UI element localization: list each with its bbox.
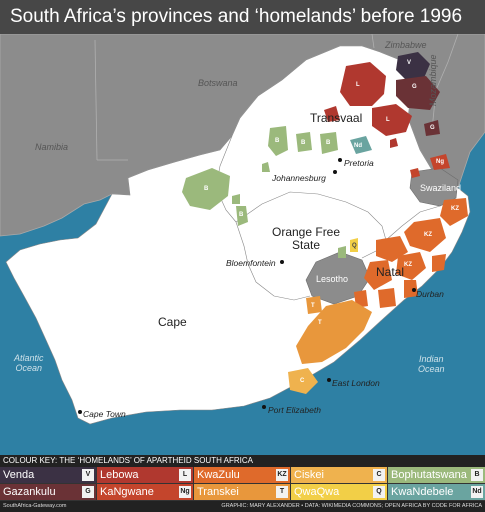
- label-port-elizabeth: Port Elizabeth: [268, 405, 321, 415]
- key-name: QwaQwa: [294, 486, 340, 498]
- map-code-kwazulu-3: KZ: [404, 262, 412, 268]
- label-atlantic-ocean: Atlantic Ocean: [14, 353, 44, 373]
- label-east-london: East London: [332, 378, 380, 388]
- key-item-kangwane: KaNgwane Ng: [97, 484, 193, 500]
- map-code-bophuthatswana-4: B: [326, 140, 331, 146]
- label-transvaal: Transvaal: [310, 111, 363, 125]
- label-namibia: Namibia: [35, 142, 69, 152]
- key-item-kwandebele: KwaNdebele Nd: [388, 484, 485, 500]
- venda-area: [396, 52, 430, 80]
- map-code-lebowa-2: L: [386, 117, 390, 123]
- johannesburg-dot: [333, 170, 337, 174]
- key-code: KZ: [276, 469, 288, 481]
- kwazulu-areas: [354, 198, 468, 308]
- gazankulu-areas: [396, 76, 440, 136]
- map-code-bophuthatswana-5: B: [239, 212, 244, 218]
- label-johannesburg: Johannesburg: [272, 173, 326, 183]
- map-code-ciskei: C: [300, 378, 305, 384]
- qwaqwa-area: [350, 238, 358, 252]
- key-item-lebowa: Lebowa L: [97, 467, 193, 483]
- bophuthatswana-areas: [182, 126, 346, 258]
- key-code: V: [82, 469, 94, 481]
- map-code-kwazulu-2: KZ: [424, 232, 432, 238]
- map-code-qwaqwa: Q: [352, 243, 357, 249]
- key-item-kwazulu: KwaZulu KZ: [194, 467, 290, 483]
- footer-site: SouthAfrica-Gateway.com: [3, 503, 67, 509]
- key-item-venda: Venda V: [0, 467, 96, 483]
- key-code: Nd: [471, 486, 483, 498]
- map-code-bophuthatswana-2: B: [275, 138, 280, 144]
- key-name: KwaZulu: [197, 469, 240, 481]
- key-name: Bophutatswana: [391, 469, 467, 481]
- ciskei-area: [288, 368, 318, 394]
- kwandebele-area: [350, 136, 372, 154]
- map-code-kangwane: Ng: [436, 159, 444, 165]
- bloemfontein-dot: [280, 260, 284, 264]
- key-item-gazankulu: Gazankulu G: [0, 484, 96, 500]
- map: [0, 33, 485, 425]
- label-bloemfontein: Bloemfontein: [226, 258, 276, 268]
- label-cape: Cape: [158, 315, 187, 329]
- key-name: Transkei: [197, 486, 239, 498]
- key-code: C: [373, 469, 385, 481]
- key-name: KaNgwane: [100, 486, 154, 498]
- map-code-kwazulu-1: KZ: [451, 206, 459, 212]
- label-botswana: Botswana: [198, 78, 238, 88]
- label-pretoria: Pretoria: [344, 158, 374, 168]
- label-natal: Natal: [376, 265, 405, 279]
- key-code: Q: [373, 486, 385, 498]
- footer: SouthAfrica-Gateway.com GRAPHIC: MARY AL…: [0, 501, 485, 512]
- key-code: T: [276, 486, 288, 498]
- map-code-lebowa-1: L: [356, 82, 360, 88]
- label-cape-town: Cape Town: [83, 409, 126, 419]
- lebowa-areas: [324, 62, 412, 148]
- key-code: L: [179, 469, 191, 481]
- durban-dot: [412, 288, 416, 292]
- label-zimbabwe: Zimbabwe: [385, 40, 427, 50]
- label-lesotho: Lesotho: [316, 274, 349, 284]
- key-name: Ciskei: [294, 469, 324, 481]
- map-code-gazankulu-2: G: [430, 125, 435, 131]
- pretoria-dot: [338, 158, 342, 162]
- footer-credits: GRAPHIC: MARY ALEXANDER • DATA: WIKIMEDI…: [221, 503, 482, 509]
- key-item-ciskei: Ciskei C: [291, 467, 387, 483]
- map-code-bophuthatswana-1: B: [204, 186, 209, 192]
- map-title: South Africa’s provinces and ‘homelands’…: [10, 6, 463, 27]
- key-item-transkei: Transkei T: [194, 484, 290, 500]
- transkei-areas: [296, 296, 372, 364]
- map-code-gazankulu: G: [412, 84, 417, 90]
- key-name: Gazankulu: [3, 486, 56, 498]
- key-code: B: [471, 469, 483, 481]
- map-code-transkei-1: T: [318, 320, 322, 326]
- cape-town-dot: [78, 410, 82, 414]
- map-code-bophuthatswana-3: B: [301, 140, 306, 146]
- key-item-qwaqwa: QwaQwa Q: [291, 484, 387, 500]
- border-lines: [94, 33, 459, 161]
- key-name: Venda: [3, 469, 35, 481]
- key-title-bar: COLOUR KEY: THE ‘HOMELANDS’ OF APARTHEID…: [0, 455, 485, 467]
- key-name: KwaNdebele: [391, 486, 454, 498]
- key-code: Ng: [179, 486, 191, 498]
- colour-key: Venda V Lebowa L KwaZulu KZ Ciskei C Bop…: [0, 467, 485, 501]
- key-name: Lebowa: [100, 469, 139, 481]
- east-london-dot: [327, 378, 331, 382]
- label-indian-ocean: Indian Ocean: [418, 354, 445, 374]
- title-bar: South Africa’s provinces and ‘homelands’…: [0, 0, 485, 34]
- label-mozambique: Mozambique: [428, 54, 438, 106]
- key-title: COLOUR KEY: THE ‘HOMELANDS’ OF APARTHEID…: [3, 456, 253, 465]
- key-code: G: [82, 486, 94, 498]
- port-elizabeth-dot: [262, 405, 266, 409]
- map-code-kwandebele: Nd: [354, 143, 362, 149]
- key-item-bophuthatswana: Bophutatswana B: [388, 467, 485, 483]
- map-code-transkei-2: T: [311, 303, 315, 309]
- label-orange-free-state: Orange Free State: [272, 225, 341, 252]
- label-durban: Durban: [416, 289, 444, 299]
- map-code-venda: V: [407, 60, 412, 66]
- label-swaziland: Swaziland: [420, 183, 462, 193]
- kangwane-areas: [410, 154, 450, 178]
- province-borders: [215, 135, 441, 301]
